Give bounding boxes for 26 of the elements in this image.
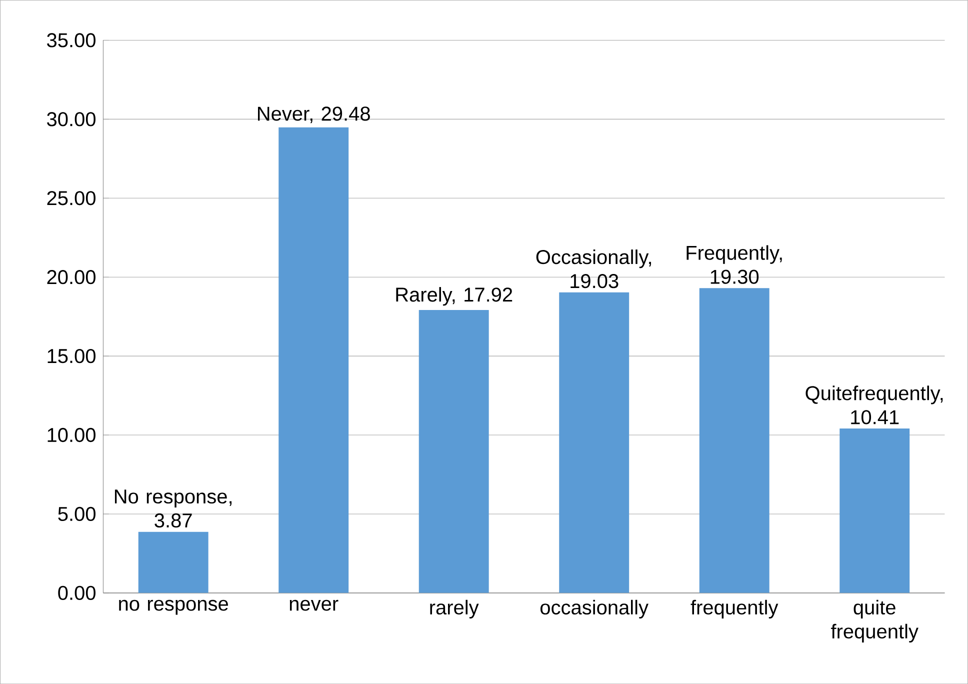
- data-label: Frequently, 19.30: [686, 245, 782, 284]
- bar: [418, 310, 489, 593]
- bar: [559, 292, 630, 593]
- bar: [138, 532, 208, 593]
- data-label: Quitefrequently, 10.41: [806, 386, 943, 424]
- y-tick-label: 0.00: [58, 586, 96, 600]
- x-tick-label: no response: [119, 600, 228, 615]
- y-tick-label: 30.00: [47, 112, 96, 126]
- bar: [699, 288, 770, 593]
- data-label: Never, 29.48: [258, 106, 370, 124]
- x-tick-label: never: [290, 600, 338, 611]
- y-tick-label: 15.00: [48, 348, 96, 364]
- x-tick-label: frequently: [690, 600, 778, 618]
- data-label: Rarely, 17.92: [396, 286, 512, 306]
- y-tick-label: 20.00: [47, 270, 96, 284]
- y-tick-label: 25.00: [47, 191, 96, 206]
- y-tick-label: 5.00: [58, 506, 96, 521]
- x-tick-label: occasionally: [540, 600, 648, 618]
- x-tick-label: rarely: [430, 600, 479, 618]
- data-label: No response, 3.87: [114, 490, 232, 528]
- data-label: Occasionally, 19.03: [536, 249, 651, 288]
- bar: [840, 428, 910, 593]
- bar: [278, 127, 349, 593]
- y-tick-label: 35.00: [47, 33, 96, 48]
- x-tick-label: quite frequently: [831, 600, 918, 642]
- y-tick-label: 10.00: [48, 428, 96, 442]
